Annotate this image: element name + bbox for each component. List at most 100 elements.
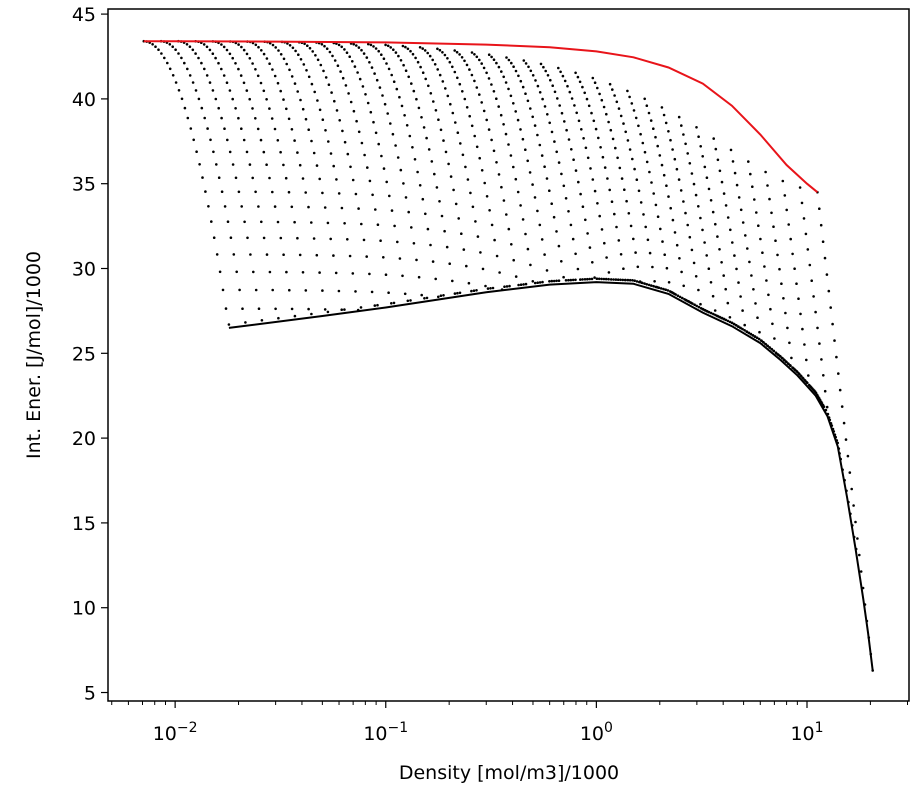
data-point-395 bbox=[765, 279, 768, 282]
data-point-651 bbox=[374, 131, 378, 135]
data-point-123 bbox=[202, 43, 206, 46]
data-point-625 bbox=[608, 188, 611, 192]
data-point-68 bbox=[628, 95, 631, 99]
y-tick-label-1: 10 bbox=[72, 598, 96, 620]
data-point-128 bbox=[288, 44, 292, 47]
data-point-1084 bbox=[288, 288, 291, 292]
data-point-738 bbox=[497, 173, 501, 176]
data-point-1025 bbox=[631, 279, 634, 282]
data-point-786 bbox=[634, 251, 637, 254]
data-point-124 bbox=[220, 43, 223, 46]
data-point-1168 bbox=[359, 306, 363, 309]
data-point-1018 bbox=[514, 275, 518, 278]
data-point-1172 bbox=[425, 296, 429, 300]
data-point-699 bbox=[512, 165, 515, 169]
data-point-366 bbox=[271, 68, 274, 71]
data-point-1103 bbox=[602, 277, 606, 281]
data-point-391 bbox=[697, 205, 700, 208]
data-point-653 bbox=[408, 134, 412, 138]
data-point-1023 bbox=[597, 277, 601, 281]
data-point-580 bbox=[521, 137, 525, 141]
data-point-389 bbox=[662, 173, 666, 177]
data-point-510 bbox=[686, 223, 689, 227]
data-point-132 bbox=[357, 46, 361, 49]
data-point-750 bbox=[699, 302, 702, 306]
data-point-1180 bbox=[557, 279, 561, 283]
data-point-1177 bbox=[508, 284, 511, 288]
data-point-526 bbox=[282, 98, 285, 101]
data-point-1155 bbox=[803, 378, 806, 382]
data-point-839 bbox=[854, 520, 857, 524]
data-point-656 bbox=[459, 142, 462, 145]
data-point-1075 bbox=[799, 374, 802, 377]
data-point-728 bbox=[329, 152, 333, 155]
data-point-263 bbox=[553, 90, 557, 94]
data-point-1089 bbox=[370, 290, 374, 294]
data-point-730 bbox=[363, 153, 366, 157]
data-point-543 bbox=[570, 148, 573, 151]
data-point-109 bbox=[647, 111, 651, 115]
data-point-959 bbox=[859, 570, 863, 573]
data-point-258 bbox=[468, 68, 471, 71]
data-point-112 bbox=[699, 145, 702, 148]
data-point-469 bbox=[667, 195, 670, 198]
data-point-201 bbox=[174, 48, 177, 51]
data-point-992 bbox=[745, 330, 748, 333]
data-point-579 bbox=[504, 132, 508, 136]
data-point-774 bbox=[433, 172, 436, 176]
data-point-385 bbox=[594, 127, 598, 131]
data-point-205 bbox=[242, 48, 246, 52]
data-point-129 bbox=[306, 44, 309, 47]
data-point-1024 bbox=[614, 278, 618, 281]
data-point-939 bbox=[526, 247, 530, 251]
data-point-16 bbox=[418, 46, 422, 49]
data-point-928 bbox=[343, 222, 346, 225]
data-point-762 bbox=[231, 163, 235, 166]
data-point-392 bbox=[714, 222, 717, 226]
data-point-549 bbox=[671, 218, 675, 222]
data-point-468 bbox=[650, 181, 653, 184]
data-point-578 bbox=[487, 128, 491, 131]
data-point-551 bbox=[705, 254, 708, 257]
data-point-1151 bbox=[737, 325, 740, 329]
data-point-1014 bbox=[448, 262, 452, 266]
data-point-155 bbox=[753, 198, 756, 201]
data-point-386 bbox=[611, 137, 615, 141]
data-point-245 bbox=[245, 52, 249, 56]
data-point-804 bbox=[268, 176, 271, 180]
data-point-761 bbox=[215, 163, 218, 166]
data-point-1063 bbox=[600, 277, 603, 281]
data-point-313 bbox=[726, 216, 730, 219]
data-point-1106 bbox=[652, 284, 655, 288]
data-point-672 bbox=[728, 316, 732, 319]
curve-0 bbox=[143, 40, 819, 193]
data-point-1160 bbox=[227, 323, 231, 326]
data-point-449 bbox=[327, 83, 331, 86]
data-point-450 bbox=[344, 84, 348, 87]
data-point-814 bbox=[435, 186, 439, 189]
data-point-413 bbox=[392, 80, 396, 83]
data-point-1145 bbox=[638, 280, 641, 284]
data-point-745 bbox=[615, 225, 618, 229]
data-point-1045 bbox=[301, 271, 305, 274]
data-point-586 bbox=[623, 188, 626, 191]
data-point-291 bbox=[351, 60, 354, 63]
data-point-1171 bbox=[409, 299, 412, 302]
data-point-942 bbox=[576, 267, 580, 271]
data-point-539 bbox=[502, 123, 505, 126]
data-point-978 bbox=[512, 258, 515, 262]
data-point-318 bbox=[812, 295, 815, 298]
data-point-719 bbox=[848, 471, 852, 474]
data-point-125 bbox=[237, 43, 240, 46]
data-point-335 bbox=[421, 71, 425, 74]
data-point-1070 bbox=[716, 314, 719, 318]
data-point-1029 bbox=[697, 305, 701, 309]
data-point-841 bbox=[220, 190, 224, 193]
data-point-224 bbox=[568, 90, 572, 94]
data-point-1146 bbox=[654, 285, 658, 289]
data-point-912 bbox=[741, 327, 744, 331]
data-point-387 bbox=[628, 148, 632, 151]
data-point-467 bbox=[633, 167, 636, 171]
data-point-250 bbox=[331, 54, 334, 58]
data-point-15 bbox=[401, 44, 405, 48]
